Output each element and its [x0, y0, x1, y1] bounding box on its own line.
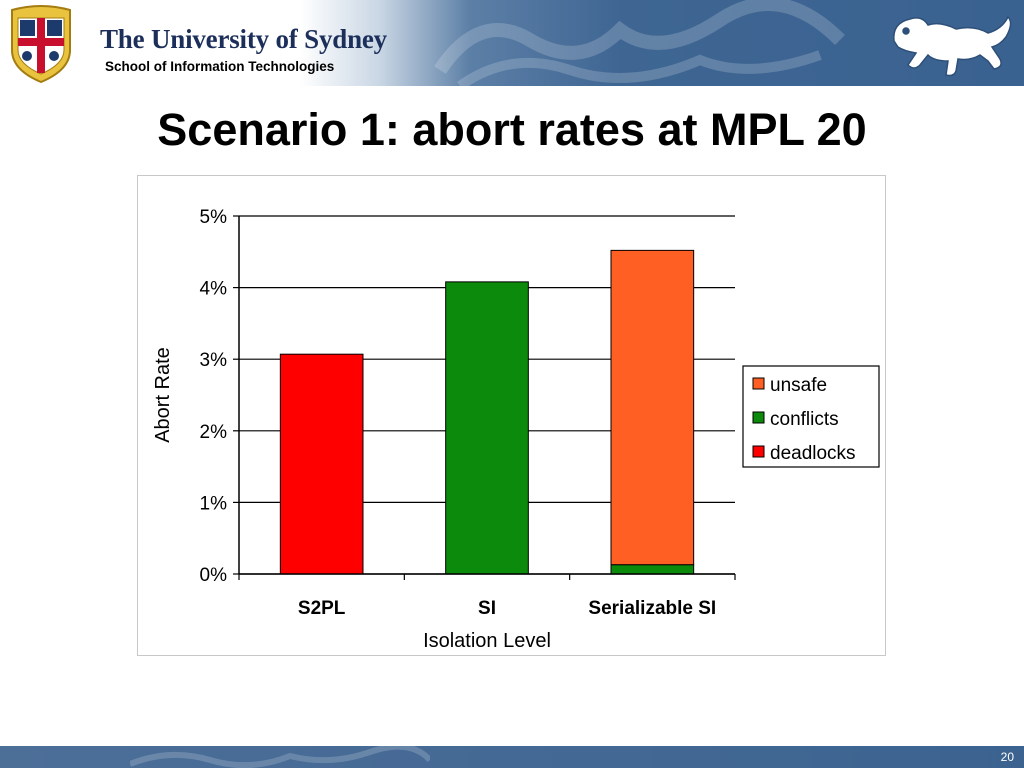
university-crest-icon — [11, 5, 71, 84]
university-name: The University of Sydney — [100, 24, 387, 54]
legend-swatch-conflicts — [752, 411, 765, 424]
x-tick-label: SI — [478, 598, 496, 619]
footer-watermark — [130, 746, 430, 768]
legend-label-unsafe: unsafe — [770, 375, 827, 396]
bars — [279, 249, 695, 575]
slide-title: Scenario 1: abort rates at MPL 20 — [157, 104, 867, 155]
bar-conflicts — [445, 281, 529, 575]
y-axis-title: Abort Rate — [152, 347, 174, 443]
bar-conflicts — [610, 564, 695, 575]
y-tick-label: 1% — [200, 493, 228, 514]
y-tick-label: 4% — [200, 279, 228, 300]
page-number: 20 — [1000, 750, 1014, 764]
legend-box — [742, 365, 880, 468]
y-tick-label: 2% — [200, 422, 228, 443]
y-tick-label: 5% — [200, 207, 228, 228]
x-axis-title: Isolation Level — [423, 630, 551, 652]
legend-label-conflicts: conflicts — [770, 409, 839, 430]
header-banner: The University of Sydney School of Infor… — [0, 0, 1024, 86]
bar-unsafe — [610, 249, 695, 566]
bar-deadlocks — [279, 353, 364, 575]
school-name: School of Information Technologies — [105, 59, 335, 74]
y-tick-label: 0% — [200, 565, 228, 586]
axes: 0% 1% 2% 3% 4% 5% S2PL SI Serializable SI Isolati… — [152, 207, 736, 652]
x-tick-label: S2PL — [298, 598, 346, 619]
lion-emblem-icon — [893, 15, 1012, 77]
legend-swatch-deadlocks — [752, 445, 765, 458]
y-tick-label: 3% — [200, 350, 228, 371]
abort-rate-chart: 0% 1% 2% 3% 4% 5% S2PL SI Serializable SI Isolati… — [152, 207, 880, 652]
chart-frame: 0% 1% 2% 3% 4% 5% S2PL SI Serializable SI Isolati… — [137, 175, 886, 656]
legend-swatch-unsafe — [752, 377, 765, 390]
footer-bar: 20 — [0, 746, 1024, 768]
x-tick-label: Serializable SI — [588, 598, 716, 619]
legend: unsafe conflicts deadlocks — [742, 365, 880, 468]
header-watermark — [434, 0, 845, 86]
legend-label-deadlocks: deadlocks — [770, 443, 856, 464]
